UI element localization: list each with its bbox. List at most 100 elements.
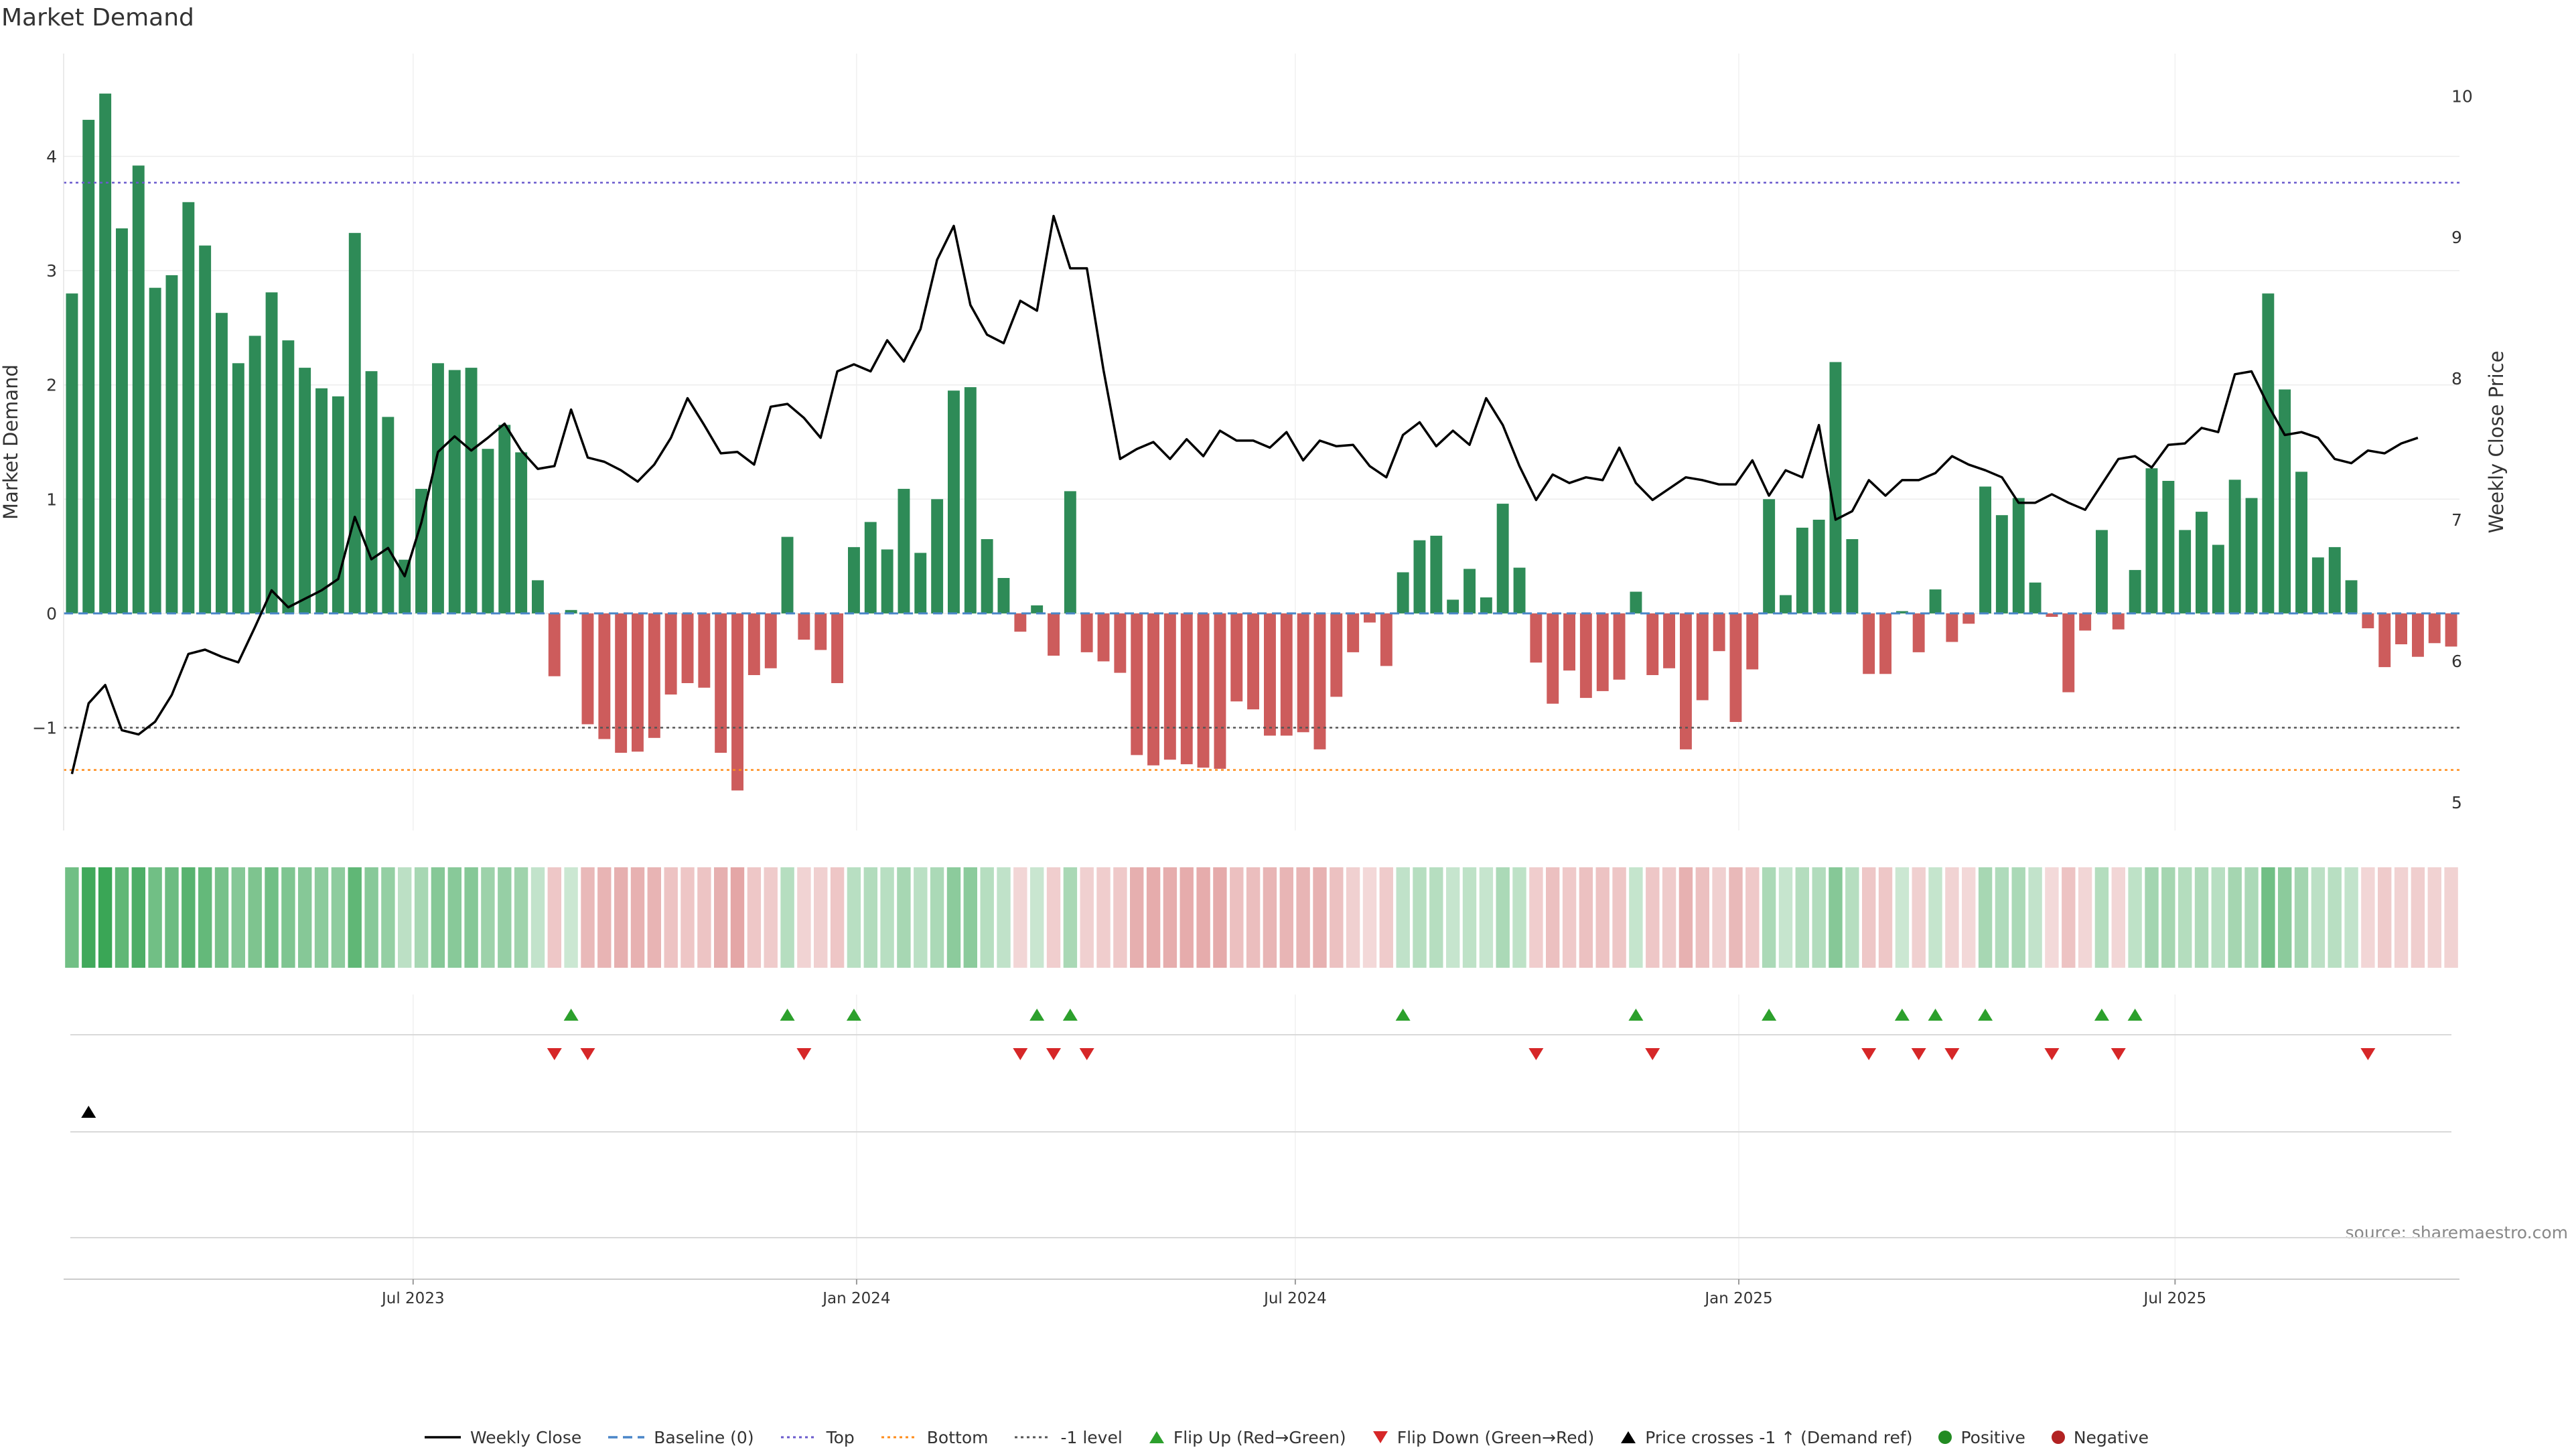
demand-bar — [515, 452, 528, 613]
heat-cell — [1995, 867, 2009, 968]
demand-bar — [848, 547, 860, 613]
legend-label: Weekly Close — [470, 1427, 582, 1447]
heat-cell — [498, 867, 512, 968]
y-tick-label: 4 — [46, 147, 57, 167]
demand-bar — [1680, 613, 1692, 749]
demand-bar — [1812, 520, 1825, 613]
signals-layer — [70, 1009, 2451, 1238]
demand-bar — [1579, 613, 1592, 699]
heat-cell — [2378, 867, 2392, 968]
flip-up-marker — [1762, 1009, 1777, 1021]
demand-bar — [598, 613, 611, 739]
legend-label: Positive — [1960, 1427, 2025, 1447]
heat-cell — [231, 867, 245, 968]
legend-label: Flip Down (Green→Red) — [1397, 1427, 1595, 1447]
heat-cell — [431, 867, 445, 968]
flip-up-marker — [1928, 1009, 1943, 1021]
heat-cell — [630, 867, 645, 968]
demand-bar — [1630, 591, 1642, 613]
demand-bar — [66, 293, 78, 613]
flip-down-marker — [1944, 1048, 1960, 1060]
heat-cell — [1080, 867, 1094, 968]
heat-cell — [1745, 867, 1760, 968]
demand-bar — [182, 202, 195, 613]
heat-cell — [2145, 867, 2159, 968]
demand-bar — [681, 613, 694, 683]
demand-bar — [2129, 570, 2141, 613]
heat-cell — [880, 867, 894, 968]
chart-title: Market Demand — [1, 4, 194, 31]
demand-bar — [2395, 613, 2407, 644]
demand-bar — [2228, 480, 2241, 613]
heat-cell — [2128, 867, 2142, 968]
demand-bar — [2145, 468, 2158, 613]
heat-cell — [2045, 867, 2059, 968]
heat-cell — [1096, 867, 1111, 968]
heat-cell — [1346, 867, 1360, 968]
heat-cell — [2228, 867, 2242, 968]
dotted-line-icon — [881, 1436, 918, 1439]
demand-bar — [1763, 499, 1776, 613]
legend-label: -1 level — [1060, 1427, 1123, 1447]
demand-bar — [1496, 504, 1509, 613]
heat-cell — [797, 867, 811, 968]
heat-cell — [1313, 867, 1327, 968]
legend-item-bottom: Bottom — [880, 1428, 988, 1447]
demand-bar — [1663, 613, 1675, 668]
demand-bar — [1746, 613, 1759, 670]
heat-cell — [148, 867, 162, 968]
demand-bar — [1163, 613, 1176, 760]
demand-bar — [764, 613, 777, 668]
legend: Weekly Close Baseline (0) Top Bottom -1 … — [0, 1418, 2572, 1456]
demand-bar — [2245, 498, 2258, 613]
heat-cell — [314, 867, 329, 968]
heat-cell — [1945, 867, 1959, 968]
heat-cell — [2278, 867, 2292, 968]
heat-cell — [1479, 867, 1494, 968]
demand-bar — [365, 371, 378, 613]
flip-up-marker — [780, 1009, 795, 1021]
heat-cell — [647, 867, 661, 968]
demand-bar — [731, 613, 743, 791]
heat-cell — [2294, 867, 2309, 968]
demand-bar — [1247, 613, 1259, 710]
demand-bar — [981, 539, 993, 613]
heat-cell — [1180, 867, 1194, 968]
heat-cell — [997, 867, 1011, 968]
heat-cell — [1612, 867, 1626, 968]
heat-cell — [1878, 867, 1893, 968]
flip-up-marker — [846, 1009, 861, 1021]
flip-down-marker — [1645, 1048, 1660, 1060]
heat-cell — [1646, 867, 1660, 968]
heat-cell — [664, 867, 678, 968]
heat-cell — [1795, 867, 1809, 968]
demand-bar — [715, 613, 727, 753]
heat-cell — [764, 867, 778, 968]
demand-bar — [199, 245, 212, 613]
demand-bar — [1646, 613, 1659, 675]
heat-cell — [131, 867, 145, 968]
heat-cell — [780, 867, 794, 968]
heat-cell — [1579, 867, 1593, 968]
flip-up-marker — [1978, 1009, 1993, 1021]
demand-bar — [116, 228, 128, 613]
demand-bar — [1413, 540, 1426, 613]
legend-item-baseline: Baseline (0) — [607, 1428, 754, 1447]
x-tick-label: Jul 2023 — [380, 1290, 445, 1307]
heat-cell — [1362, 867, 1377, 968]
demand-bar — [232, 363, 244, 613]
dotted-line-icon — [1015, 1436, 1052, 1439]
heat-cell — [1512, 867, 1526, 968]
demand-bar — [465, 368, 478, 613]
demand-bar — [1347, 613, 1360, 652]
y2-tick-label: 9 — [2451, 228, 2462, 247]
flip-down-marker — [2360, 1048, 2376, 1060]
demand-bar — [248, 336, 261, 613]
heat-cell — [930, 867, 944, 968]
flip-down-marker — [1861, 1048, 1877, 1060]
heat-cell — [1330, 867, 1344, 968]
heat-cell — [248, 867, 262, 968]
heat-cell — [464, 867, 478, 968]
demand-bar — [914, 553, 927, 613]
heat-cell — [1246, 867, 1261, 968]
